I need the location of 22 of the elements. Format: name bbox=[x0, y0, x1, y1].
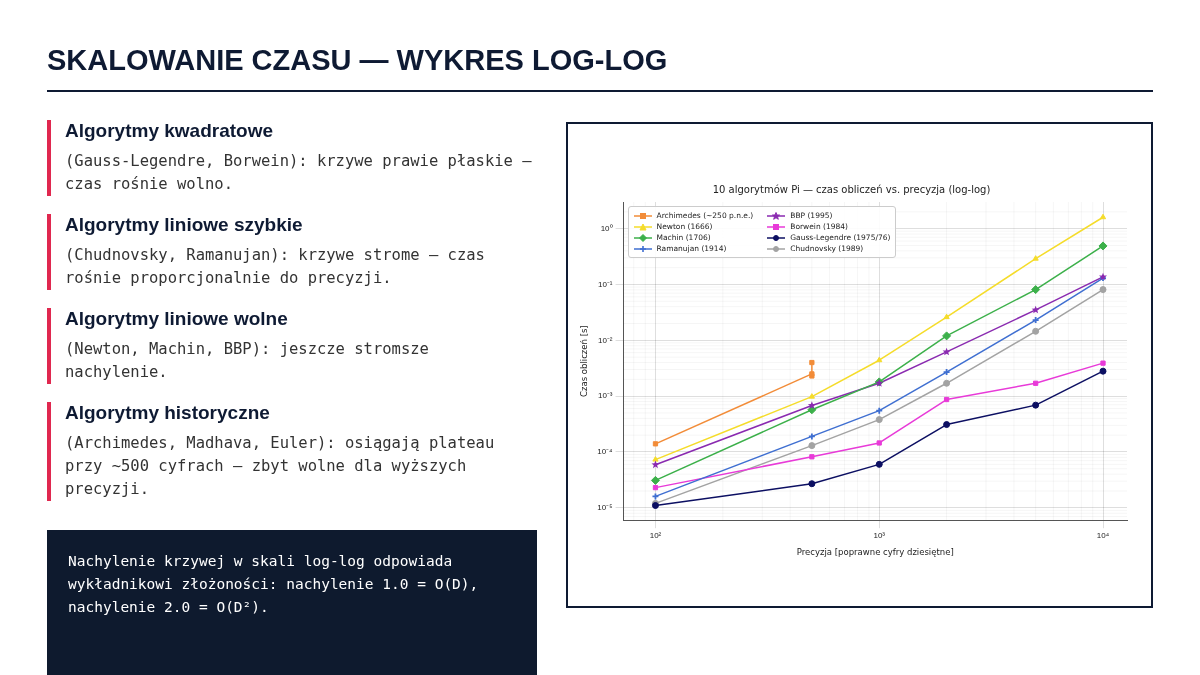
text: Nachylenie krzywej w skali log-log odpowiada wykładnikowi złożoności: nachylenie 1.0 = O(D), nachylenie 2.0 = O(D²). bbox=[47, 530, 537, 675]
text: Algorytmy kwadratowe bbox=[65, 120, 274, 142]
text: SKALOWANIE CZASU — WYKRES LOG-LOG bbox=[47, 44, 668, 77]
y-tick-label: 10⁻⁵ bbox=[597, 503, 613, 513]
x-tick-label: 10³ bbox=[873, 531, 886, 541]
x-tick-label: 10² bbox=[649, 531, 662, 541]
text: (Newton, Machin, BBP): jeszcze stromsze nachylenie. bbox=[65, 339, 430, 383]
text: Algorytmy liniowe wolne bbox=[65, 308, 289, 330]
text: Algorytmy historyczne bbox=[65, 402, 271, 424]
chart-title: 10 algorytmów Pi — czas obliczeń vs. precyzja (log-log) bbox=[712, 183, 991, 195]
x-axis-title: Precyzja [poprawne cyfry dziesiętne] bbox=[796, 547, 954, 558]
y-tick-label: 10⁻⁴ bbox=[597, 447, 614, 457]
text: Algorytmy liniowe szybkie bbox=[65, 214, 304, 236]
y-tick-label: 10⁰ bbox=[600, 223, 613, 233]
y-axis-title: Czas obliczeń [s] bbox=[579, 325, 590, 397]
text: (Chudnovsky, Ramanujan): krzywe strome — czas rośnie proporcjonalnie do precyzji. bbox=[65, 245, 486, 289]
text: (Archimedes, Madhava, Euler): osiągają plateau przy ~500 cyfrach — zbyt wolne dla wyższych precyzji. bbox=[65, 433, 496, 500]
text: (Gauss-Legendre, Borwein): krzywe prawie płaskie — czas rośnie wolno. bbox=[65, 151, 533, 195]
y-tick-label: 10⁻² bbox=[597, 335, 613, 345]
y-tick-label: 10⁻³ bbox=[597, 391, 613, 401]
y-tick-label: 10⁻¹ bbox=[597, 279, 613, 289]
x-tick-label: 10⁴ bbox=[1096, 531, 1110, 541]
